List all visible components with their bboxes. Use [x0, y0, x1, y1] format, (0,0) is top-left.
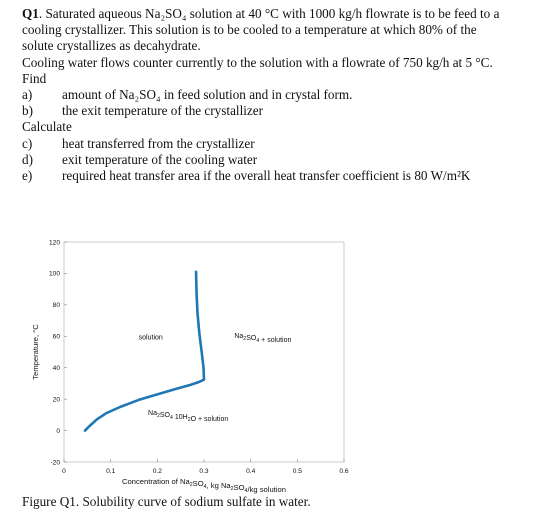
x-tick-label: 0.5: [293, 468, 302, 475]
item-label: d): [22, 151, 33, 167]
x-axis-label: Concentration of Na2SO4, kg Na2SO4/kg so…: [122, 477, 286, 494]
question-line-4: Cooling water flows counter currently to…: [22, 54, 493, 70]
calc-item-c: c) heat transferred from the crystallizer: [22, 136, 532, 152]
y-axis-label: Temperature, °C: [31, 324, 40, 380]
item-text: amount of Na₂SO₄ in feed solution and in…: [62, 87, 353, 103]
item-label: c): [22, 135, 33, 151]
x-tick-label: 0.4: [246, 468, 255, 475]
find-item-a: a) amount of Na₂SO₄ in feed solution and …: [22, 87, 532, 103]
item-label: e): [22, 168, 33, 184]
question-block: Q1. Saturated aqueous Na₂SO₄ solution at…: [22, 6, 532, 184]
question-line-3: solute crystallizes as decahydrate.: [22, 38, 201, 54]
annotation-na2so4-solution: Na2SO4 + solution: [234, 333, 291, 344]
y-tick-label: -20: [50, 459, 60, 466]
solubility-curve: [83, 270, 206, 432]
solubility-chart: 0 0.1 0.2 0.3 0.4 0.5 0.6 -20 0 20 40 60 80 100 120 s…: [28, 234, 388, 496]
x-tick-label: 0.6: [339, 468, 348, 475]
item-text: exit temperature of the cooling water: [62, 151, 258, 167]
find-label: Find: [22, 70, 47, 86]
y-tick-label: 60: [53, 334, 61, 341]
y-tick-label: 40: [53, 365, 61, 372]
find-item-b: b) the exit temperature of the crystalliz…: [22, 103, 532, 119]
find-list: a) amount of Na₂SO₄ in feed solution and …: [22, 87, 532, 119]
x-tick-label: 0: [62, 468, 66, 475]
calc-item-e: e) required heat transfer area if the ove…: [22, 168, 532, 184]
question-number: Q1: [22, 6, 39, 21]
calculate-list: c) heat transferred from the crystallizer…: [22, 136, 532, 185]
calculate-label: Calculate: [22, 119, 72, 135]
item-text: heat transferred from the crystallizer: [62, 135, 255, 151]
calc-item-d: d) exit temperature of the cooling water: [22, 152, 532, 168]
item-text: the exit temperature of the crystallizer: [62, 103, 264, 119]
question-line-1-text: . Saturated aqueous Na₂SO₄ solution at 4…: [38, 6, 500, 21]
item-label: b): [22, 103, 33, 119]
y-tick-label: 0: [56, 428, 60, 435]
x-tick-label: 0.1: [106, 468, 115, 475]
x-tick-label: 0.2: [153, 468, 162, 475]
item-text: required heat transfer area if the overa…: [62, 168, 471, 184]
x-tick-label: 0.3: [199, 468, 208, 475]
figure-caption: Figure Q1. Solubility curve of sodium su…: [22, 494, 311, 509]
question-line-1: Q1. Saturated aqueous Na₂SO₄ solution at…: [22, 6, 532, 22]
annotation-solution: solution: [139, 334, 163, 341]
annotation-decahydrate-solution: Na2SO4 10H2O + solution: [148, 410, 228, 423]
y-axis-ticks: -20 0 20 40 60 80 100 120: [49, 239, 67, 466]
y-tick-label: 80: [53, 302, 61, 309]
plot-area: [63, 241, 345, 463]
y-tick-label: 20: [53, 396, 61, 403]
y-tick-label: 120: [49, 239, 60, 246]
item-label: a): [22, 87, 33, 103]
question-line-2: cooling crystallizer. This solution is t…: [22, 22, 477, 38]
x-axis-ticks: 0 0.1 0.2 0.3 0.4 0.5 0.6: [62, 459, 349, 475]
y-tick-label: 100: [49, 271, 60, 278]
